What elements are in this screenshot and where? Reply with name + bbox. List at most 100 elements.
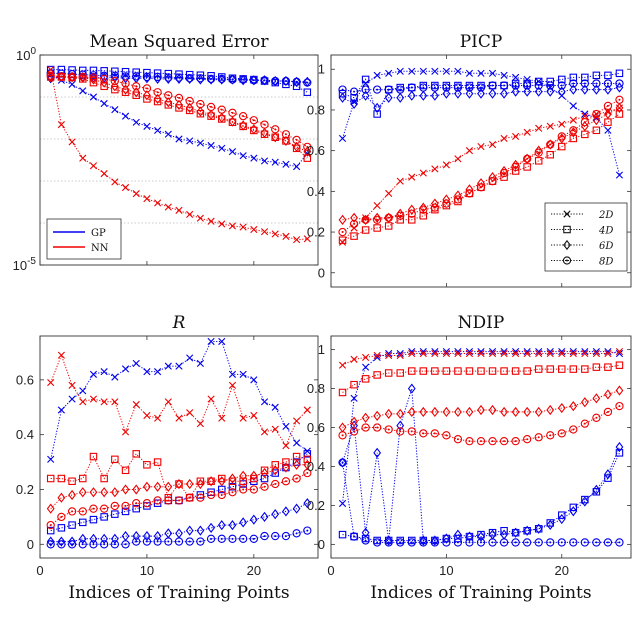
data-point <box>557 86 566 97</box>
data-point <box>100 533 109 544</box>
data-point <box>143 461 151 469</box>
data-point <box>68 489 76 501</box>
data-point <box>153 72 162 82</box>
data-point <box>260 228 269 236</box>
data-point <box>362 353 370 362</box>
data-point <box>569 425 578 434</box>
data-point <box>592 79 601 88</box>
data-point <box>185 478 194 490</box>
data-point <box>271 75 280 87</box>
data-point <box>350 394 358 402</box>
data-point <box>512 73 520 81</box>
data-point <box>615 110 624 118</box>
data-point <box>361 536 370 545</box>
data-point <box>396 349 404 358</box>
data-point <box>500 134 508 143</box>
data-point <box>292 529 301 538</box>
data-point <box>604 389 612 400</box>
data-point <box>78 487 87 498</box>
series-line-nn-square <box>342 364 620 393</box>
data-point <box>111 373 119 381</box>
data-point <box>557 429 566 438</box>
data-point <box>488 528 497 537</box>
data-point <box>592 488 601 496</box>
data-point <box>511 406 520 418</box>
x-tick-label: 20 <box>555 563 569 578</box>
y-tick-label: 0.4 <box>16 427 34 442</box>
data-point <box>592 71 601 80</box>
data-point <box>164 496 173 505</box>
data-point <box>361 75 370 84</box>
data-point <box>196 109 205 118</box>
panel-r: R 0 0.2 0.4 0.6 0 10 20 Indices of Training Poin… <box>16 313 319 603</box>
data-point <box>453 538 463 547</box>
data-point <box>164 91 173 100</box>
data-point <box>385 351 393 360</box>
data-point <box>207 395 215 403</box>
data-point <box>615 441 624 453</box>
data-point <box>217 74 226 85</box>
legend-box <box>46 218 122 260</box>
data-point <box>100 99 108 108</box>
data-point <box>557 132 566 141</box>
data-point <box>271 125 280 134</box>
panel-title: PICP <box>460 32 503 52</box>
data-point <box>143 90 151 101</box>
data-point <box>523 86 532 97</box>
data-point <box>164 101 173 109</box>
data-point <box>361 423 370 432</box>
data-point <box>592 363 601 371</box>
data-point <box>206 74 216 84</box>
data-point <box>100 540 109 549</box>
data-point <box>100 504 109 513</box>
data-point <box>477 367 485 375</box>
data-point <box>153 481 162 492</box>
data-point <box>239 534 248 543</box>
data-point <box>228 488 237 497</box>
data-point <box>557 513 566 525</box>
data-point <box>454 88 462 99</box>
data-point <box>143 68 151 77</box>
data-point <box>534 148 543 157</box>
data-point <box>453 195 463 204</box>
x-axis-label: Indices of Training Points <box>370 583 591 603</box>
data-point <box>384 408 393 420</box>
data-point <box>477 531 485 542</box>
data-point <box>250 411 258 420</box>
data-point <box>580 397 589 408</box>
data-point <box>430 406 439 418</box>
data-point <box>271 461 279 469</box>
data-point <box>419 205 428 214</box>
data-point <box>249 534 258 543</box>
data-point <box>453 83 463 92</box>
data-point <box>350 380 358 389</box>
data-point <box>523 435 532 444</box>
data-point <box>121 484 130 495</box>
panel-title: R <box>172 313 186 333</box>
data-point <box>196 525 205 536</box>
data-point <box>546 122 554 130</box>
data-point <box>557 81 566 90</box>
data-point <box>218 414 226 422</box>
data-point <box>132 450 140 458</box>
data-point <box>217 476 226 487</box>
data-point <box>303 526 312 535</box>
y-tick-label: 0.6 <box>307 420 325 435</box>
y-tick-label: 10-5 <box>13 256 37 273</box>
data-point <box>361 214 370 225</box>
data-point <box>338 388 347 397</box>
data-point <box>260 398 269 406</box>
y-tick-label: 0 <box>27 537 34 552</box>
data-point <box>430 429 439 438</box>
data-point <box>196 478 205 490</box>
data-point <box>350 355 358 363</box>
data-point <box>260 157 269 165</box>
y-tick-label: 0.6 <box>16 372 34 387</box>
data-point <box>581 73 589 82</box>
data-point <box>384 85 393 94</box>
data-point <box>477 404 485 416</box>
panel-picp: PICP 0 0.2 0.4 0.6 0.8 1 <box>307 32 632 288</box>
y-tick-label: 0 <box>318 265 325 280</box>
data-point <box>396 351 404 360</box>
data-point <box>569 84 578 95</box>
